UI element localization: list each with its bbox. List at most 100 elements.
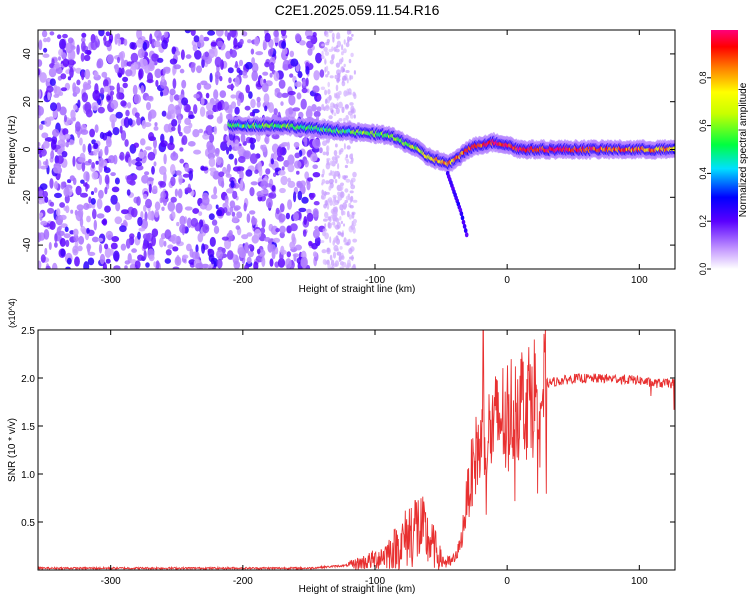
noise-blob [280,175,288,186]
noise-blob [93,71,99,78]
noise-blob [265,168,271,175]
noise-blob [234,76,240,87]
noise-blob [90,198,96,205]
noise-blob [201,263,210,269]
noise-blob [73,104,78,111]
noise-blob [153,40,161,48]
noise-blob [131,248,138,253]
noise-blob [188,170,193,181]
noise-blob [159,237,164,248]
noise-blob [77,245,83,252]
noise-blob [83,261,90,269]
noise-blob [264,134,270,145]
noise-blob [49,178,54,189]
noise-blob [282,47,288,55]
noise-blob [86,50,92,56]
noise-blob [45,158,49,169]
noise-blob [352,227,356,234]
noise-blob [246,256,252,264]
noise-blob [100,87,105,95]
noise-blob [346,30,351,35]
noise-blob [140,138,146,146]
noise-blob [321,43,325,47]
noise-blob [351,212,355,219]
noise-blob [245,169,253,177]
noise-blob [84,69,91,80]
noise-blob [336,199,340,204]
noise-blob [160,191,166,200]
noise-blob [215,30,224,37]
noise-blob [261,256,266,268]
noise-blob [233,205,241,211]
noise-blob [264,32,271,43]
noise-blob [293,141,300,148]
noise-blob [339,216,342,221]
noise-blob [137,231,141,240]
snr-y-multiplier: (x10^4) [7,298,17,328]
noise-blob [209,72,213,83]
noise-blob [121,67,125,75]
noise-blob [54,242,58,248]
noise-blob [350,52,354,58]
noise-blob [39,212,44,218]
noise-blob [38,260,42,269]
noise-blob [148,183,152,194]
noise-blob [192,129,200,138]
noise-blob [184,206,193,211]
noise-blob [342,75,347,81]
noise-blob [344,157,347,161]
noise-blob [169,88,176,96]
noise-blob [49,201,55,207]
noise-blob [181,97,189,106]
noise-blob [142,193,148,200]
noise-blob [154,68,162,79]
noise-blob [117,56,120,64]
noise-blob [263,93,270,104]
noise-blob [274,88,281,93]
y-tick-label: 0.5 [21,518,35,529]
noise-blob [341,80,346,87]
noise-blob [296,182,304,189]
noise-blob [91,102,99,111]
noise-blob [326,39,330,43]
noise-blob [93,187,98,193]
tail-blob [461,219,466,225]
noise-blob [286,251,291,258]
noise-blob [98,157,104,167]
noise-blob [324,58,327,65]
noise-blob [119,225,127,233]
noise-blob [328,197,333,203]
noise-blob [264,105,268,112]
noise-blob [184,187,193,193]
noise-blob [275,207,280,215]
noise-blob [327,71,330,75]
noise-blob [62,128,69,136]
noise-blob [272,237,281,243]
noise-blob [202,36,210,42]
noise-blob [91,171,99,180]
snr-line [38,330,675,570]
noise-blob [154,201,161,211]
noise-blob [277,258,286,268]
noise-blob [216,249,223,259]
noise-blob [177,115,182,125]
noise-blob [338,255,341,262]
noise-blob [129,233,135,240]
noise-blob [124,265,128,269]
noise-blob [330,259,335,267]
noise-blob [234,139,240,151]
noise-blob [243,202,247,212]
noise-blob [90,191,95,195]
noise-blob [182,254,189,259]
noise-blob [94,124,99,133]
noise-blob [319,147,323,154]
noise-blob [244,105,251,111]
noise-blob [198,211,203,217]
ridge-core [672,146,675,152]
noise-blob [105,258,111,264]
noise-blob [174,50,181,56]
noise-blob [141,120,147,129]
noise-blob [118,72,122,78]
noise-blob [230,101,237,109]
noise-blob [328,185,332,191]
